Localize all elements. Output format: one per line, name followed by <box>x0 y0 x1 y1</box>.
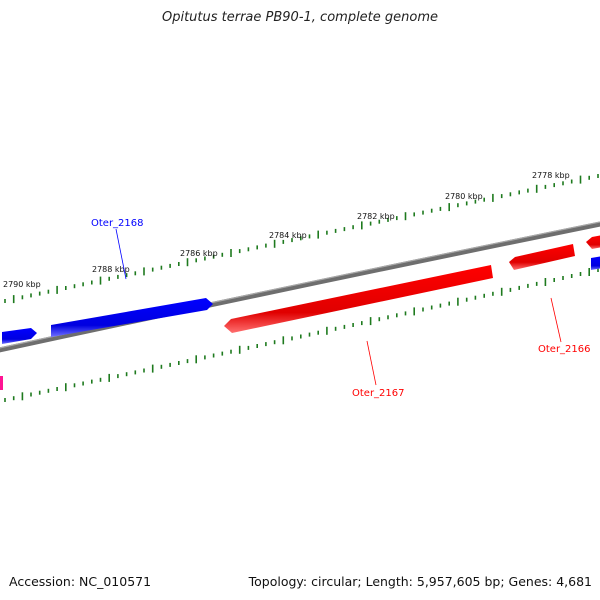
accession-text: Accession: NC_010571 <box>9 574 152 589</box>
map-title: Opitutus terrae PB90-1, complete genome <box>161 10 439 25</box>
tick-label-2780: 2780 kbp <box>445 192 483 201</box>
tick-label-2786: 2786 kbp <box>180 249 218 258</box>
gene-arrow-oter-2168[interactable] <box>51 298 213 337</box>
gene-labels: Oter_2168 Oter_2167 Oter_2166 <box>91 218 591 399</box>
gene-arrow-oter-2166[interactable] <box>509 244 575 270</box>
gene-label-oter-2168[interactable]: Oter_2168 <box>91 218 144 229</box>
scale-ticks <box>4 174 599 402</box>
leader-line-oter-2166 <box>550 297 562 343</box>
tick-labels: 2778 kbp 2780 kbp 2782 kbp 2784 kbp 2786… <box>3 171 570 289</box>
gene-label-oter-2167[interactable]: Oter_2167 <box>352 388 405 399</box>
gene-arrow-left-partial[interactable] <box>2 328 37 344</box>
genome-summary-text: Topology: circular; Length: 5,957,605 bp… <box>248 574 592 589</box>
tick-label-2784: 2784 kbp <box>269 231 307 240</box>
gene-label-oter-2166[interactable]: Oter_2166 <box>538 344 591 355</box>
leader-line-oter-2167 <box>366 340 377 386</box>
partial-feature-left[interactable] <box>0 376 3 390</box>
gene-arrow-oter-2167[interactable] <box>224 265 493 333</box>
gene-arrow-right-edge-forward[interactable] <box>591 256 600 270</box>
tick-label-2778: 2778 kbp <box>532 171 570 180</box>
tick-label-2790: 2790 kbp <box>3 280 41 289</box>
genome-backbone <box>0 221 600 353</box>
leader-line-oter-2168 <box>115 228 127 280</box>
tick-label-2788: 2788 kbp <box>92 265 130 274</box>
forward-strand-genes <box>2 256 600 344</box>
tick-label-2782: 2782 kbp <box>357 212 395 221</box>
reverse-strand-genes <box>224 235 600 333</box>
gene-arrow-right-edge-reverse[interactable] <box>586 235 600 249</box>
